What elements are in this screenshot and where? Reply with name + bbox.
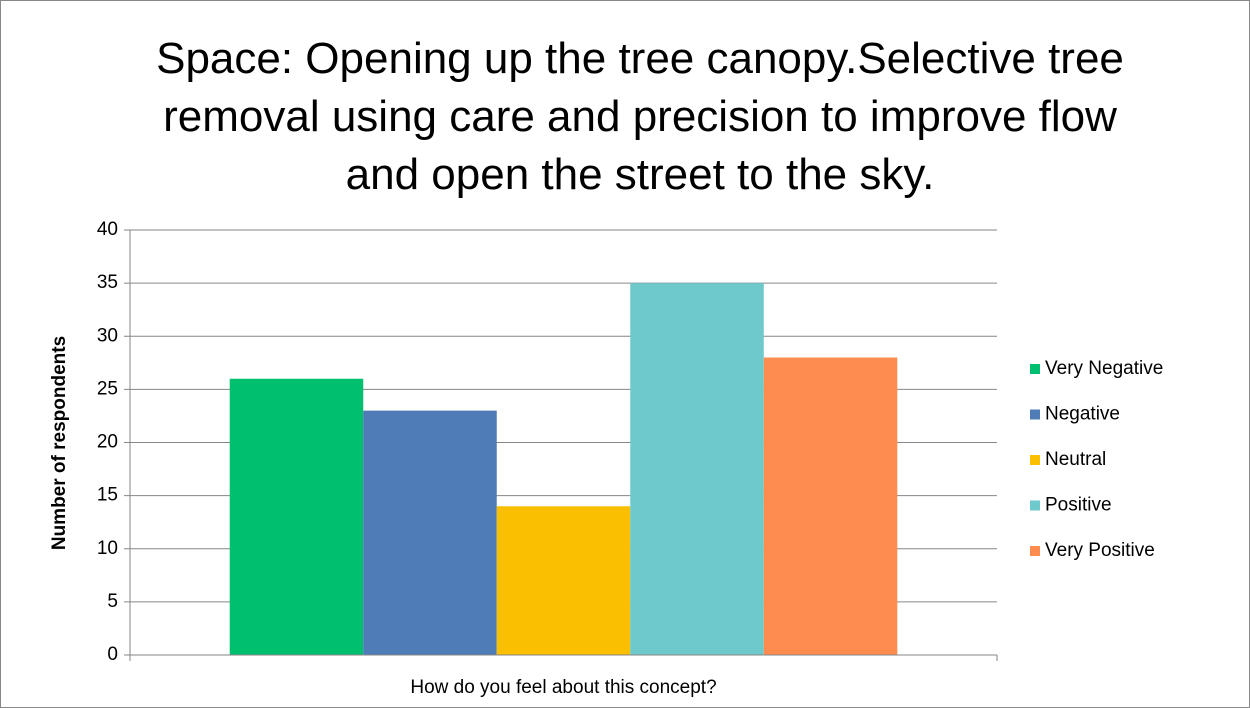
y-tick-label: 40 <box>97 219 118 240</box>
legend-swatch <box>1030 455 1040 465</box>
y-tick-label: 15 <box>97 485 118 506</box>
y-tick-label: 10 <box>97 538 118 559</box>
legend-swatch <box>1030 500 1040 511</box>
legend-swatch <box>1030 409 1040 420</box>
x-tick-label: How do you feel about this concept? <box>410 677 716 698</box>
y-axis-label: Number of respondents <box>49 336 70 550</box>
y-tick-label: 25 <box>97 378 118 399</box>
bar <box>763 357 898 655</box>
legend-label: Neutral <box>1045 449 1106 470</box>
legend-label: Very Positive <box>1045 540 1155 561</box>
bar <box>630 283 764 655</box>
bar <box>229 378 364 655</box>
y-tick-label: 30 <box>97 325 118 346</box>
y-tick-label: 5 <box>107 591 118 612</box>
chart-title: Space: Opening up the tree canopy.Select… <box>156 34 1124 199</box>
legend-swatch <box>1030 364 1040 374</box>
legend-label: Positive <box>1045 495 1112 516</box>
y-tick-label: 35 <box>97 272 118 293</box>
bar <box>496 506 631 655</box>
legend-label: Very Negative <box>1045 358 1163 379</box>
y-tick-label: 0 <box>107 644 118 665</box>
y-tick-label: 20 <box>97 432 118 453</box>
legend-label: Negative <box>1045 404 1120 425</box>
bar <box>363 410 497 655</box>
legend-swatch <box>1030 546 1040 556</box>
